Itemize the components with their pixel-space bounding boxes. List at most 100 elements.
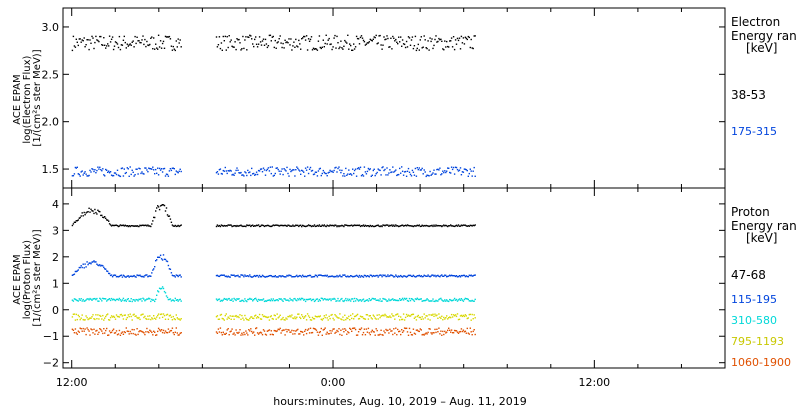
data-point — [109, 299, 112, 302]
data-point — [365, 328, 368, 330]
data-point — [432, 298, 434, 300]
data-point — [352, 168, 354, 170]
data-point — [303, 35, 305, 38]
data-point — [378, 314, 380, 316]
data-point — [110, 174, 113, 176]
data-point — [363, 166, 366, 168]
data-point — [91, 168, 93, 170]
data-point — [172, 225, 174, 227]
data-point — [262, 329, 265, 331]
data-point — [236, 224, 238, 227]
data-point — [115, 314, 118, 316]
data-point — [297, 276, 299, 278]
data-point — [117, 225, 120, 228]
data-point — [129, 166, 131, 168]
data-point — [471, 225, 473, 227]
data-point — [413, 317, 416, 319]
data-point — [461, 315, 464, 318]
data-point — [75, 299, 77, 301]
data-point — [235, 275, 237, 277]
data-point — [464, 275, 467, 278]
data-point — [221, 274, 223, 276]
data-point — [472, 318, 474, 320]
data-point — [139, 298, 141, 301]
data-point — [352, 276, 354, 278]
data-point — [134, 300, 136, 302]
data-point — [224, 166, 226, 169]
data-point — [171, 299, 174, 301]
data-point — [82, 174, 84, 176]
data-point — [421, 334, 423, 336]
data-point — [247, 334, 249, 336]
data-point — [287, 329, 289, 331]
data-point — [302, 37, 304, 39]
data-point — [353, 224, 356, 226]
data-point — [89, 211, 91, 213]
data-point — [169, 38, 172, 40]
data-point — [72, 35, 75, 38]
data-point — [368, 315, 370, 317]
data-point — [148, 275, 150, 277]
data-point — [297, 298, 299, 300]
data-point — [227, 224, 229, 226]
data-point — [145, 224, 147, 226]
data-point — [120, 313, 123, 316]
data-point — [401, 39, 404, 41]
data-point — [341, 47, 343, 49]
data-point — [156, 207, 158, 209]
data-point — [353, 275, 356, 278]
data-point — [140, 275, 142, 277]
data-point — [265, 225, 268, 227]
data-point — [402, 174, 405, 176]
data-point — [235, 169, 237, 172]
data-point — [353, 300, 355, 303]
data-point — [250, 298, 252, 300]
data-point — [293, 330, 295, 332]
data-point — [303, 334, 305, 336]
data-point — [431, 333, 433, 335]
data-point — [117, 46, 120, 49]
data-point — [454, 330, 457, 332]
data-point — [390, 225, 392, 227]
data-point — [449, 274, 451, 276]
data-point — [160, 313, 163, 315]
data-point — [143, 332, 145, 334]
data-point — [347, 34, 349, 36]
data-point — [445, 46, 447, 48]
data-point — [321, 334, 323, 336]
data-point — [388, 225, 390, 227]
data-point — [84, 46, 86, 48]
data-point — [255, 314, 257, 316]
data-point — [462, 314, 465, 317]
data-point — [385, 38, 387, 40]
data-point — [316, 224, 319, 227]
data-point — [106, 45, 108, 47]
data-point — [400, 316, 402, 318]
data-point — [128, 276, 130, 278]
data-point — [220, 224, 223, 226]
data-point — [328, 171, 330, 173]
data-point — [395, 224, 397, 226]
data-point — [387, 329, 389, 331]
data-point — [350, 314, 352, 317]
data-point — [300, 330, 302, 333]
data-point — [280, 224, 282, 227]
data-point — [256, 300, 259, 302]
data-point — [288, 300, 290, 302]
proton-ylabel: ACE EPAM log(Proton Flux) [1/(cm²s ster … — [12, 229, 43, 326]
data-point — [347, 317, 349, 320]
data-point — [164, 175, 167, 177]
data-point — [447, 300, 449, 302]
data-point — [360, 316, 363, 318]
data-point — [156, 334, 158, 336]
data-point — [166, 214, 169, 216]
data-point — [112, 274, 115, 277]
data-point — [78, 38, 80, 40]
data-point — [100, 214, 102, 217]
data-point — [303, 171, 305, 173]
data-point — [301, 276, 303, 278]
data-point — [410, 225, 413, 227]
data-point — [465, 225, 467, 227]
data-point — [79, 299, 81, 301]
data-point — [82, 318, 84, 321]
